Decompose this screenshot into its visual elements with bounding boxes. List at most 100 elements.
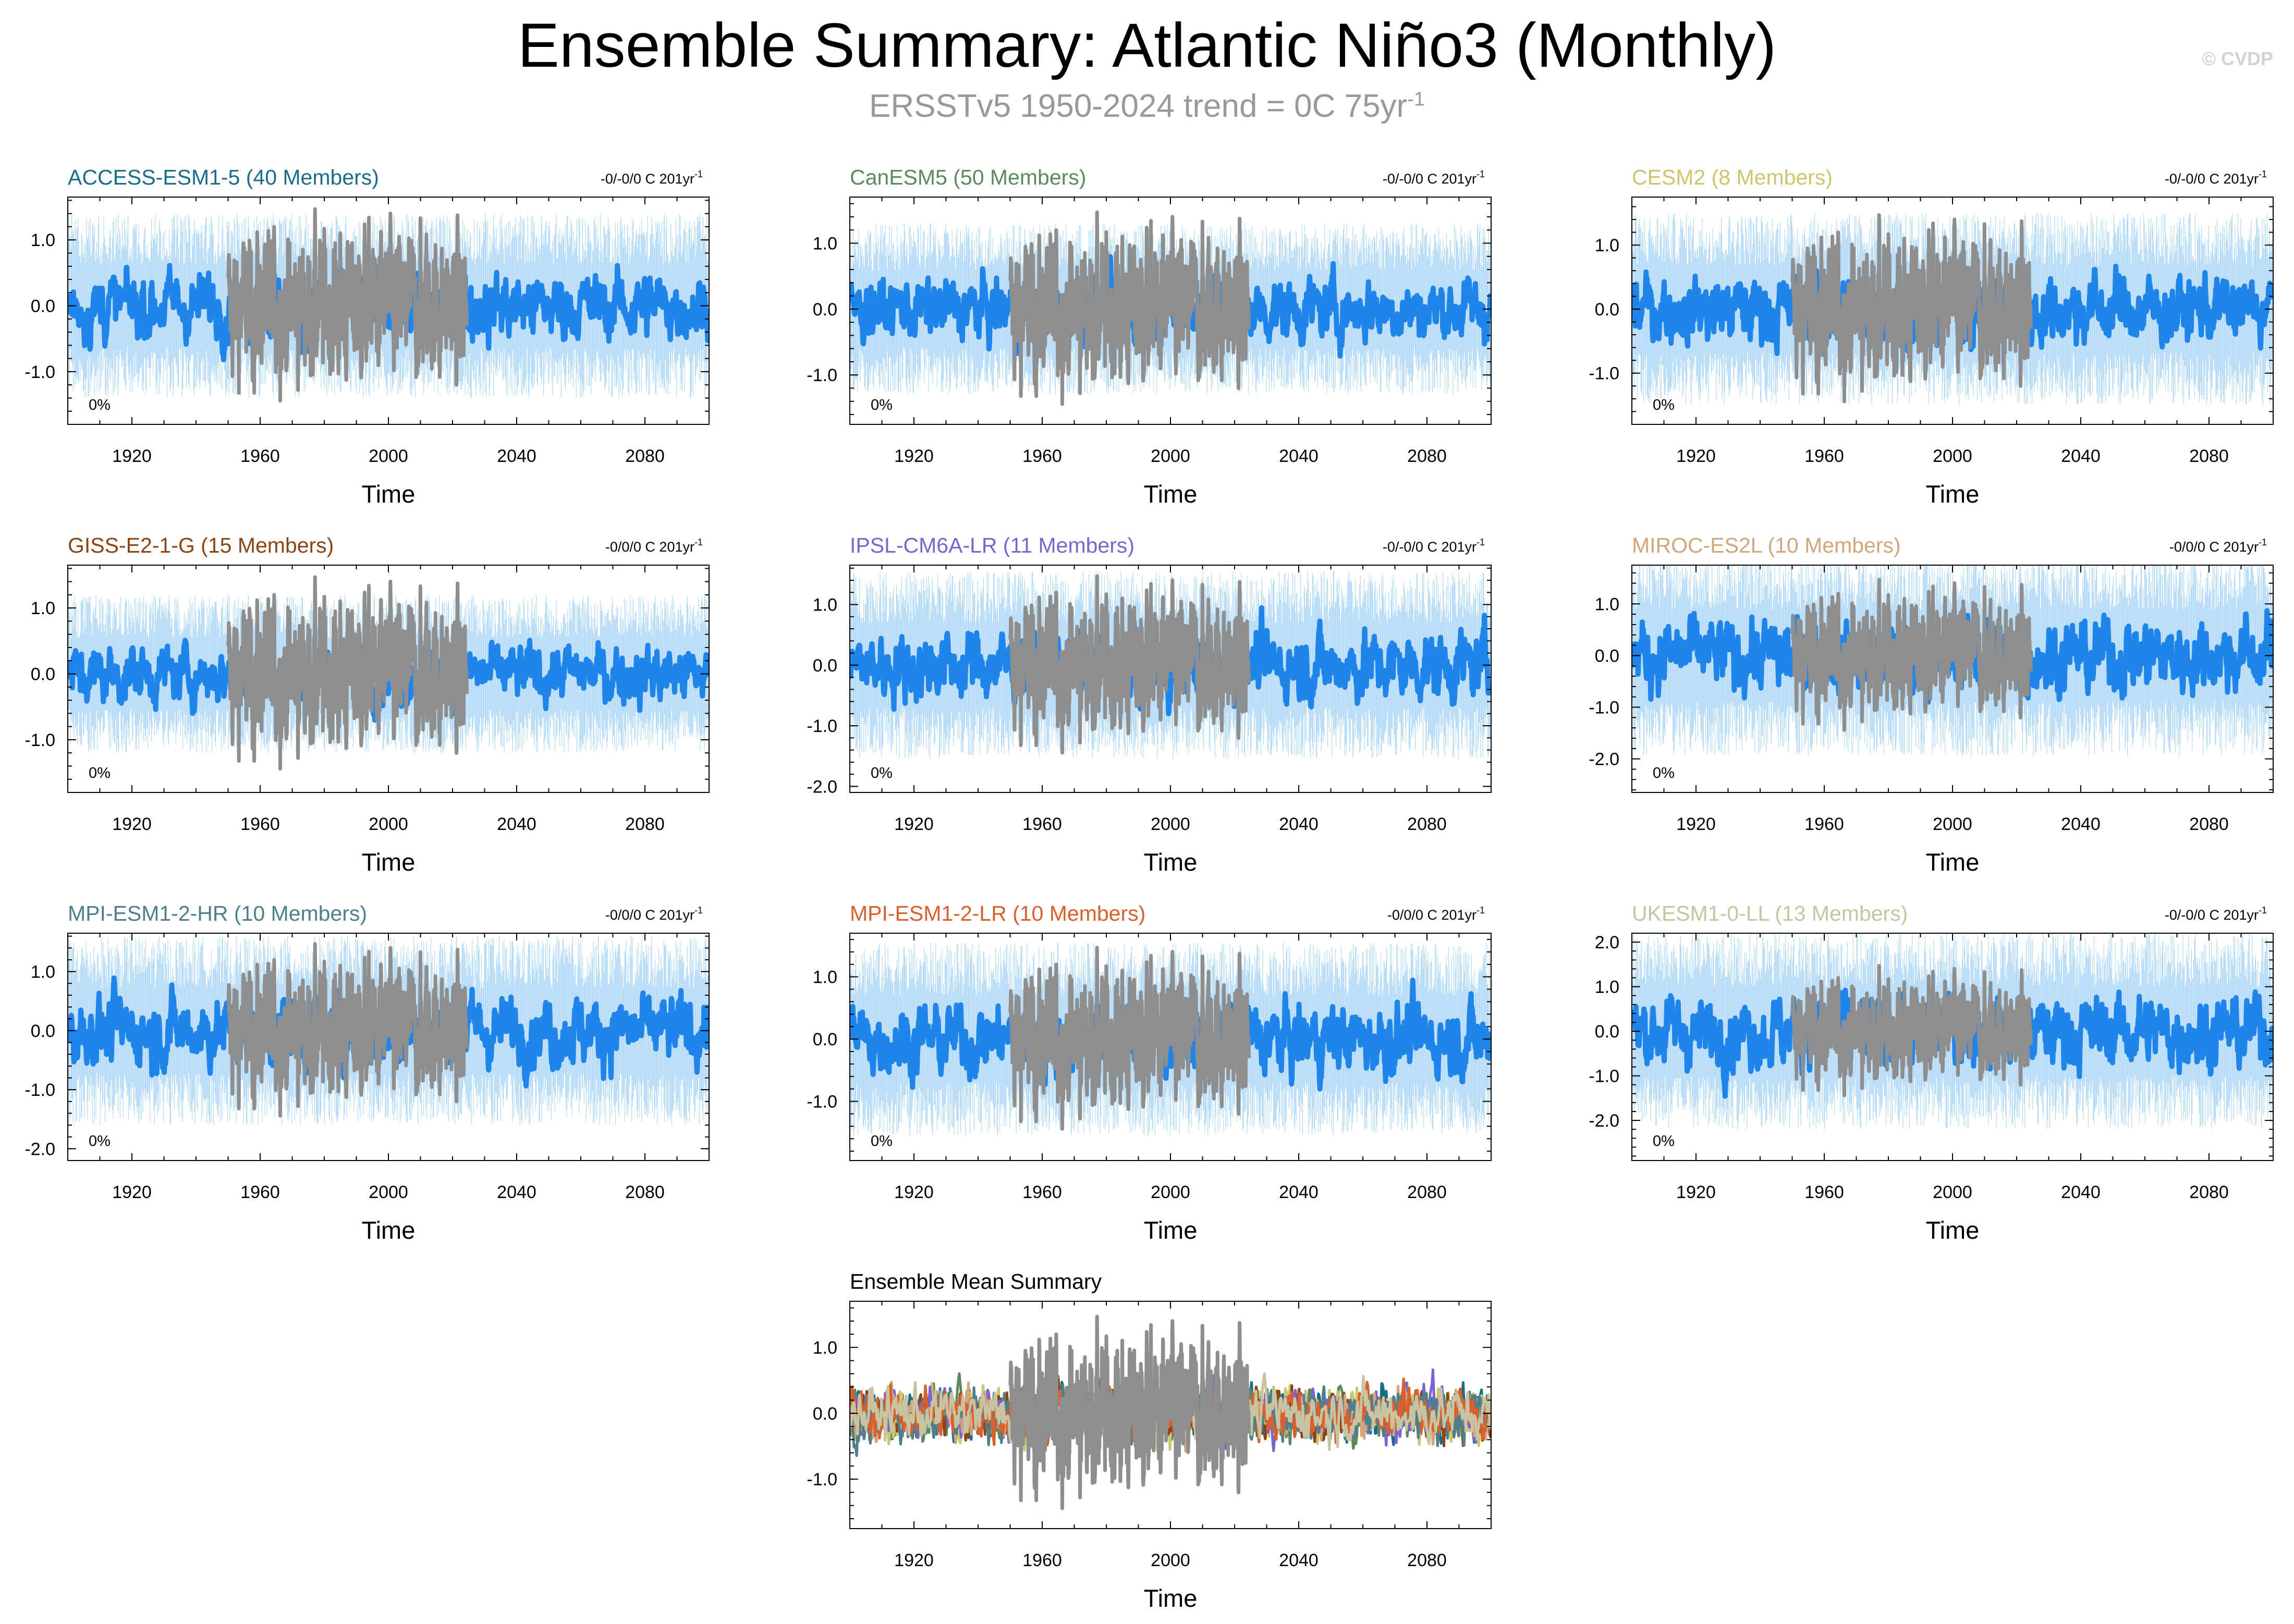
y-tick-label: -1.0 <box>25 362 55 382</box>
x-tick-label: 2080 <box>1407 446 1447 466</box>
observed-line <box>226 575 469 771</box>
x-tick-label: 2040 <box>2061 1182 2101 1202</box>
y-tick-label: 0.0 <box>813 300 837 320</box>
x-tick-label: 2040 <box>2061 446 2101 466</box>
y-tick-label: -1.0 <box>25 1080 55 1100</box>
x-tick-label: 2000 <box>1933 446 1972 466</box>
observed-line <box>1008 946 1251 1131</box>
y-tick-label: -1.0 <box>1589 1067 1619 1086</box>
plot-area <box>1632 565 2273 756</box>
x-tick-label: 1960 <box>1022 1182 1062 1202</box>
y-tick-label: 0.0 <box>31 297 55 316</box>
x-tick-label: 2000 <box>1151 814 1190 834</box>
x-tick-label: 1920 <box>112 1182 152 1202</box>
x-tick-label: 1920 <box>894 446 934 466</box>
x-tick-label: 1960 <box>1804 446 1844 466</box>
panel-9: 1920 1960 2000 2040 2080 1.0 0.0 -1.0 Time Ensemb… <box>807 1269 1492 1612</box>
figure-subtitle: ERSSTv5 1950-2024 trend = 0C 75yr-1 <box>0 88 2294 125</box>
ensemble-mean-line <box>68 637 709 723</box>
trend-exponent: -1 <box>1477 537 1485 547</box>
panel-1: 1920 1960 2000 2040 2080 1.0 0.0 -1.0 Time CanESM… <box>807 165 1492 508</box>
trend-label: -0/0/0 C 201yr-1 <box>605 905 703 923</box>
panel-4: 1920 1960 2000 2040 2080 1.0 0.0 -1.0 -2.0 Time IP… <box>807 533 1492 876</box>
x-tick-label: 2000 <box>1151 446 1190 466</box>
ensemble-mean-line <box>850 978 1491 1092</box>
plot-area <box>850 571 1491 759</box>
x-tick-label: 2000 <box>1933 814 1972 834</box>
x-tick-label: 2000 <box>369 814 408 834</box>
x-tick-label: 1960 <box>1804 1182 1844 1202</box>
figure-title: Ensemble Summary: Atlantic Niño3 (Monthl… <box>517 10 1777 80</box>
x-tick-label: 2040 <box>497 1182 536 1202</box>
y-tick-label: -2.0 <box>25 1139 55 1159</box>
y-tick-label: 1.0 <box>813 234 837 253</box>
x-tick-label: 2040 <box>497 814 536 834</box>
y-tick-label: -1.0 <box>807 716 837 736</box>
y-tick-label: 1.0 <box>1595 594 1619 614</box>
observed-line <box>226 942 469 1118</box>
y-tick-label: 0.0 <box>31 665 55 685</box>
x-axis-title: Time <box>362 480 416 508</box>
y-tick-label: 0.0 <box>1595 1022 1619 1042</box>
plot-area <box>1632 933 2273 1130</box>
x-tick-label: 1920 <box>1676 1182 1716 1202</box>
trend-exponent: -1 <box>694 537 703 547</box>
trend-label: -0/-0/0 C 201yr-1 <box>1383 537 1485 555</box>
y-tick-label: -2.0 <box>1589 750 1619 770</box>
subtitle-text: ERSSTv5 1950-2024 trend = 0C 75yr <box>869 88 1408 124</box>
x-tick-label: 2040 <box>1279 1182 1319 1202</box>
x-tick-label: 1920 <box>112 446 152 466</box>
y-tick-label: 1.0 <box>1595 236 1619 255</box>
trend-exponent: -1 <box>2259 905 2267 915</box>
x-tick-label: 2080 <box>1407 1182 1447 1202</box>
observed-line <box>1790 213 2033 404</box>
trend-exponent: -1 <box>1477 169 1485 179</box>
x-axis-title: Time <box>362 1216 416 1244</box>
y-tick-label: -1.0 <box>807 365 837 385</box>
y-tick-label: 0.0 <box>813 1030 837 1049</box>
y-tick-label: -2.0 <box>1589 1111 1619 1131</box>
x-tick-label: 1960 <box>240 1182 280 1202</box>
panel-5: 1920 1960 2000 2040 2080 1.0 0.0 -1.0 -2.0 Time MI… <box>1589 533 2274 876</box>
observed-line <box>1790 964 2033 1097</box>
y-tick-label: 0.0 <box>813 656 837 676</box>
x-tick-label: 2040 <box>1279 1550 1319 1570</box>
x-tick-label: 2080 <box>1407 814 1447 834</box>
percent-label: 0% <box>871 765 893 782</box>
x-tick-label: 1960 <box>240 446 280 466</box>
panel-7: 1920 1960 2000 2040 2080 1.0 0.0 -1.0 Time MPI-ES… <box>807 901 1492 1244</box>
trend-text: -0/-0/0 C 201yr <box>2165 907 2259 923</box>
y-tick-label: 2.0 <box>1595 933 1619 953</box>
panel-title: MPI-ESM1-2-HR (10 Members) <box>68 901 367 925</box>
x-tick-label: 1920 <box>1676 814 1716 834</box>
panel-title: MPI-ESM1-2-LR (10 Members) <box>850 901 1145 925</box>
trend-text: -0/-0/0 C 201yr <box>1383 539 1477 555</box>
percent-label: 0% <box>89 397 111 413</box>
x-tick-label: 2080 <box>625 1182 665 1202</box>
panel-3: 1920 1960 2000 2040 2080 1.0 0.0 -1.0 Time GISS-E… <box>25 533 710 876</box>
y-tick-label: 1.0 <box>31 599 55 618</box>
x-tick-label: 2040 <box>2061 814 2101 834</box>
x-tick-label: 2000 <box>1933 1182 1972 1202</box>
y-tick-label: 0.0 <box>1595 646 1619 666</box>
x-tick-label: 1920 <box>894 814 934 834</box>
y-tick-label: 1.0 <box>1595 978 1619 997</box>
panel-title: IPSL-CM6A-LR (11 Members) <box>850 533 1134 557</box>
x-tick-label: 2080 <box>625 446 665 466</box>
percent-label: 0% <box>871 397 893 413</box>
x-tick-label: 2000 <box>369 446 408 466</box>
y-tick-label: -1.0 <box>25 730 55 750</box>
x-axis-title: Time <box>1144 848 1198 876</box>
panel-title: Ensemble Mean Summary <box>850 1269 1102 1293</box>
trend-text: -0/-0/0 C 201yr <box>601 171 694 187</box>
trend-exponent: -1 <box>2259 169 2267 179</box>
ensemble-mean-line <box>850 605 1491 716</box>
percent-label: 0% <box>89 765 111 782</box>
plot-area <box>850 210 1491 406</box>
x-tick-label: 1920 <box>894 1182 934 1202</box>
panel-8: 1920 1960 2000 2040 2080 2.0 1.0 0.0 -1.0 -2.0 Tim… <box>1589 901 2274 1244</box>
x-tick-label: 1920 <box>112 814 152 834</box>
trend-text: -0/-0/0 C 201yr <box>2165 171 2259 187</box>
trend-label: -0/0/0 C 201yr-1 <box>2169 537 2267 555</box>
trend-exponent: -1 <box>694 905 703 915</box>
